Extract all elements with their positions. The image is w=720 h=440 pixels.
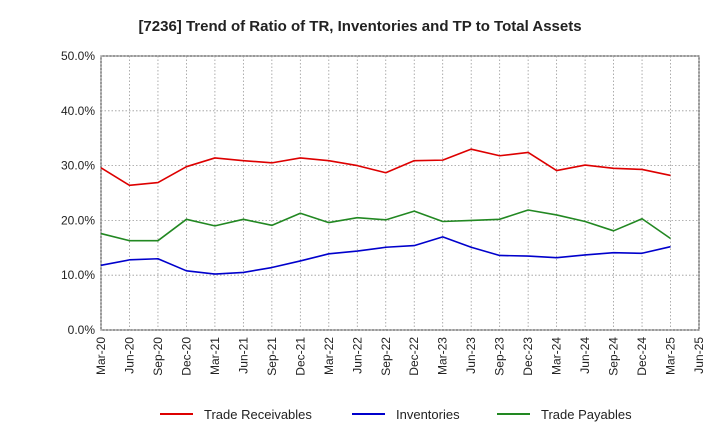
x-tick-label: Mar-23	[436, 337, 450, 375]
x-tick-label: Jun-22	[350, 337, 364, 374]
y-tick-label: 50.0%	[61, 49, 95, 63]
x-tick-label: Mar-20	[94, 337, 108, 375]
x-tick-label: Jun-21	[236, 337, 250, 374]
y-tick-label: 10.0%	[61, 268, 95, 282]
x-tick-label: Dec-24	[635, 337, 649, 376]
y-tick-label: 0.0%	[68, 323, 96, 337]
legend-label: Trade Receivables	[204, 407, 312, 422]
chart-title: [7236] Trend of Ratio of TR, Inventories…	[138, 18, 581, 35]
y-tick-label: 40.0%	[61, 104, 95, 118]
legend-label: Trade Payables	[541, 407, 632, 422]
y-tick-label: 30.0%	[61, 159, 95, 173]
x-tick-label: Dec-21	[293, 337, 307, 376]
legend: Trade Receivables Inventories Trade Payabl…	[160, 407, 632, 422]
series-line-trade-payables	[100, 209, 671, 242]
x-tick-label: Sep-23	[493, 337, 507, 376]
y-tick-label: 20.0%	[61, 213, 95, 227]
data-series	[100, 148, 671, 275]
x-tick-label: Dec-23	[521, 337, 535, 376]
x-axis-tick-labels: Mar-20 Jun-20 Sep-20 Dec-20 Mar-21 Jun-21 Sep-…	[94, 337, 706, 376]
grid-lines	[100, 55, 700, 331]
x-tick-label: Jun-23	[464, 337, 478, 374]
x-tick-label: Jun-25	[692, 337, 706, 374]
x-tick-label: Sep-20	[151, 337, 165, 376]
x-tick-label: Mar-21	[208, 337, 222, 375]
x-tick-label: Sep-22	[379, 337, 393, 376]
x-tick-label: Sep-24	[607, 337, 621, 376]
legend-label: Inventories	[396, 407, 460, 422]
x-tick-label: Sep-21	[265, 337, 279, 376]
plot-area	[100, 55, 700, 331]
x-tick-label: Mar-24	[550, 337, 564, 375]
x-tick-label: Dec-22	[407, 337, 421, 376]
series-line-inventories	[100, 236, 671, 275]
x-tick-label: Dec-20	[179, 337, 193, 376]
x-tick-label: Jun-20	[122, 337, 136, 374]
series-line-trade-receivables	[100, 148, 671, 187]
y-axis-tick-labels: 0.0% 10.0% 20.0% 30.0% 40.0% 50.0%	[61, 49, 95, 337]
x-tick-label: Mar-25	[664, 337, 678, 375]
x-tick-label: Mar-22	[322, 337, 336, 375]
x-tick-label: Jun-24	[578, 337, 592, 374]
